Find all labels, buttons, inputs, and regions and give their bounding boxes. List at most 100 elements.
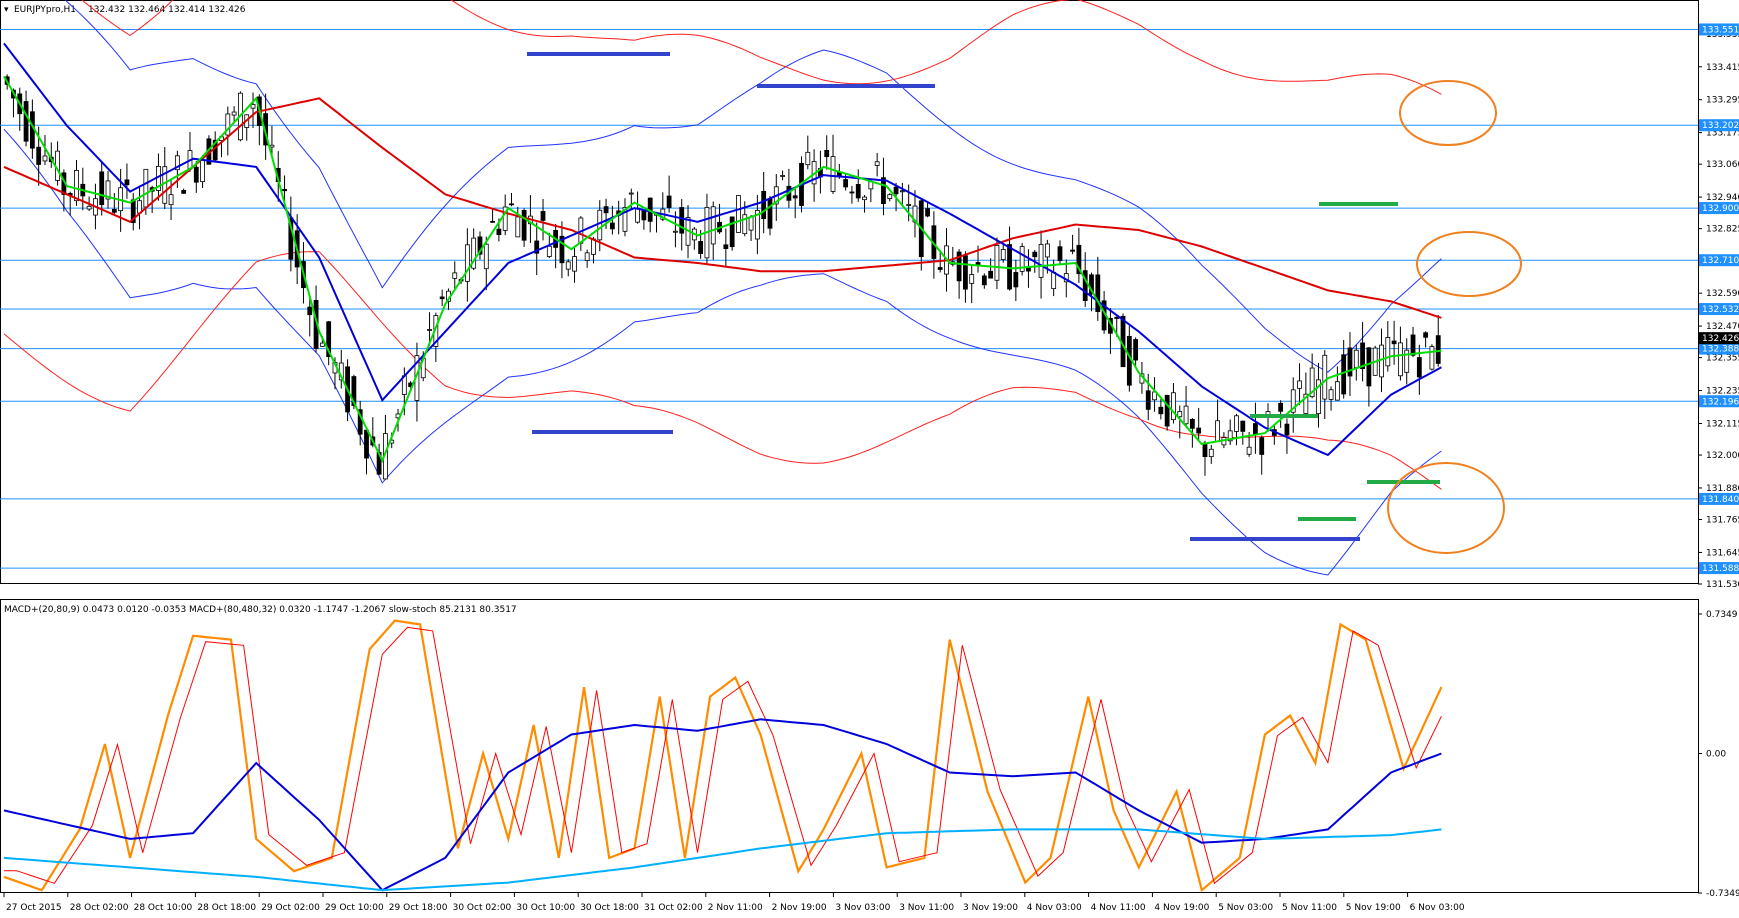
price-tick-label: 132.000	[1706, 451, 1739, 461]
level-tag-label: 133.202	[1702, 121, 1739, 131]
highlight-circle	[1399, 80, 1497, 146]
time-tick-label: 4 Nov 11:00	[1091, 903, 1146, 913]
candle-body	[1353, 349, 1359, 369]
candle-body	[1322, 354, 1328, 400]
candle-body	[565, 261, 571, 270]
price-tick-label: 132.825	[1706, 225, 1739, 235]
level-tag-label: 132.196	[1702, 397, 1739, 407]
indicator-panel-frame	[0, 599, 1699, 893]
indicator-bands	[3, 0, 1442, 576]
candle-body	[673, 230, 678, 233]
candle-body	[509, 203, 514, 206]
price-tick-label: 132.470	[1706, 322, 1739, 332]
candle-body	[887, 194, 893, 199]
candle-body	[666, 195, 672, 208]
candle-body	[351, 376, 357, 406]
candle-body	[1410, 334, 1416, 356]
level-tag-label: 132.710	[1702, 256, 1739, 266]
price-tick-label: 132.590	[1706, 289, 1739, 299]
candle-body	[143, 168, 149, 208]
oscillator-axis: 0.7349 0.00 -0.7349	[1698, 610, 1739, 899]
candle-body	[1385, 337, 1391, 367]
time-tick-label: 5 Nov 03:00	[1218, 903, 1273, 913]
symbol-triangle[interactable]: ▾	[4, 5, 9, 15]
candle-body	[1051, 271, 1057, 290]
candle-body	[1164, 394, 1170, 427]
candle-body	[1360, 342, 1365, 370]
candle-body	[1341, 354, 1347, 395]
candle-body	[628, 192, 634, 195]
highlight-circle	[1416, 231, 1522, 297]
annotations	[527, 52, 1522, 554]
candle-body	[572, 256, 577, 272]
osc-signal-line	[4, 626, 1442, 885]
price-tick-label: 131.530	[1706, 580, 1739, 590]
candle-body	[742, 214, 748, 235]
candle-body	[1171, 392, 1176, 421]
candle-body	[1038, 244, 1044, 278]
candle-body	[698, 241, 704, 254]
candle-body	[1000, 249, 1006, 260]
level-tag	[1699, 395, 1739, 408]
candle-body	[874, 161, 880, 166]
osc-tick-label: 0.7349	[1706, 610, 1738, 620]
candle-body	[1189, 418, 1195, 429]
ma-line-0	[3, 97, 1442, 319]
candle-body	[969, 274, 975, 284]
price-tick-label: 131.765	[1706, 516, 1739, 526]
candle-body	[534, 240, 540, 254]
candle-body	[1076, 244, 1082, 275]
candle-body	[584, 252, 590, 261]
candle-body	[193, 166, 199, 183]
candle-body	[1019, 246, 1025, 272]
candle-body	[427, 329, 432, 331]
time-tick-label: 4 Nov 03:00	[1027, 903, 1082, 913]
candle-body	[1215, 420, 1220, 442]
candle-body	[1303, 393, 1309, 414]
ohlc-readout: 132.432 132.464 132.414 132.426	[88, 5, 246, 15]
osc-tick-label: 0.00	[1706, 750, 1726, 760]
candle-body	[1044, 243, 1050, 258]
candle-body	[36, 146, 42, 165]
candle-body	[881, 177, 886, 204]
level-tag	[1699, 303, 1739, 316]
time-tick-label: 28 Oct 18:00	[197, 903, 256, 913]
candle-body	[792, 195, 798, 199]
ma-line-2	[3, 75, 1442, 463]
candle-body	[86, 205, 92, 210]
candle-body	[1246, 446, 1252, 455]
price-tick-label: 132.235	[1706, 387, 1739, 397]
candle-body	[1316, 379, 1321, 415]
candle-body	[1234, 415, 1239, 432]
candle-body	[1007, 244, 1012, 290]
candle-body	[1347, 347, 1353, 377]
level-tag	[1699, 562, 1739, 575]
candle-body	[981, 275, 987, 286]
oscillator-lines	[3, 619, 1443, 893]
level-tag	[1699, 492, 1739, 505]
price-tick-label: 131.645	[1706, 548, 1739, 558]
candle-body	[862, 196, 867, 201]
price-tick-label: 131.880	[1706, 484, 1739, 494]
time-tick-label: 4 Nov 19:00	[1154, 903, 1209, 913]
level-tag-label: 133.551	[1702, 25, 1739, 35]
candle-body	[1328, 389, 1334, 400]
candle-body	[1089, 274, 1094, 295]
indicator-header: MACD+(20,80,9) 0.0473 0.0120 -0.0353 MAC…	[4, 605, 517, 615]
candle-body	[42, 155, 48, 162]
osc-line-2	[3, 828, 1442, 892]
candle-body	[1070, 249, 1075, 252]
candle-body	[1334, 381, 1340, 401]
candle-body	[477, 236, 483, 255]
level-tag-label: 131.588	[1702, 564, 1739, 574]
candle-body	[1398, 342, 1403, 377]
candle-body	[761, 190, 767, 220]
candlesticks	[4, 74, 1441, 480]
candle-body	[231, 111, 237, 116]
candle-body	[168, 194, 174, 206]
candle-body	[111, 208, 117, 213]
level-tags: 133.551 133.202 132.900 132.710 132.532 132.3…	[1699, 23, 1739, 575]
current-price-label: 132.426	[1702, 334, 1739, 344]
moving-averages	[3, 42, 1442, 463]
